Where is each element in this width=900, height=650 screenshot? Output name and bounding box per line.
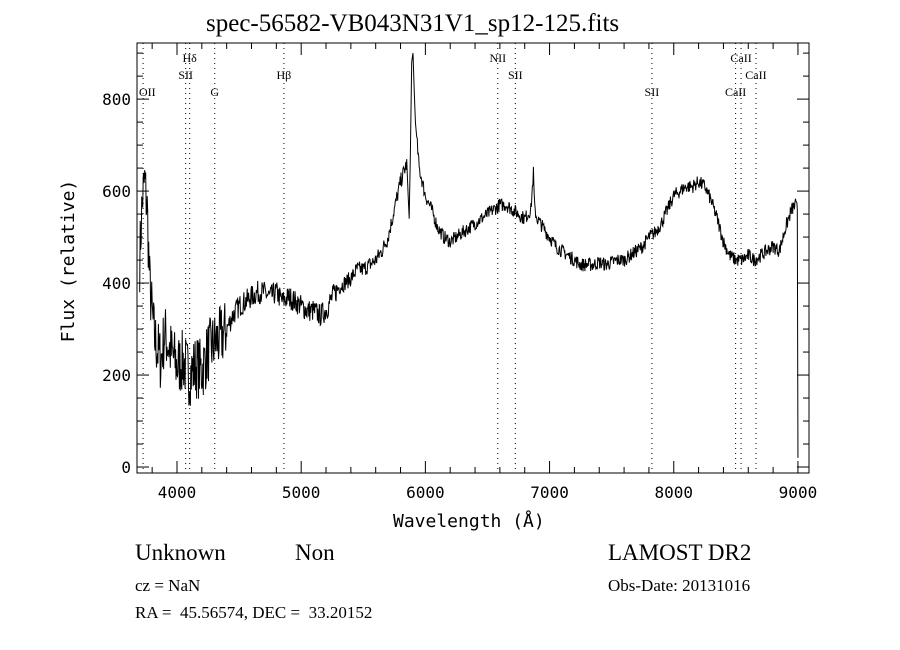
spectral-line-label: Hδ [182, 51, 197, 65]
spectral-line-label: Hβ [277, 68, 292, 82]
coordinates: RA = 45.56574, DEC = 33.20152 [135, 603, 373, 622]
spectral-line-label: NII [489, 51, 506, 65]
x-tick-label: 7000 [530, 483, 569, 502]
spectral-line-label: CaII [725, 85, 746, 99]
spectral-line-label: SII [645, 85, 660, 99]
x-tick-label: 5000 [282, 483, 321, 502]
spectral-line-label: SII [178, 68, 193, 82]
x-tick-label: 4000 [158, 483, 197, 502]
x-tick-label: 9000 [779, 483, 818, 502]
chart-title: spec-56582-VB043N31V1_sp12-125.fits [206, 10, 620, 37]
object-subclass: Non [295, 540, 335, 565]
observation-date: Obs-Date: 20131016 [608, 576, 751, 595]
spectral-line-label: SII [508, 68, 523, 82]
y-axis-label: Flux (relative) [58, 179, 79, 343]
y-tick-label: 800 [102, 90, 131, 109]
y-tick-label: 400 [102, 274, 131, 293]
survey-name: LAMOST DR2 [608, 540, 752, 565]
plot-frame [136, 42, 810, 474]
spectral-line-label: CaII [745, 68, 766, 82]
spectral-line-label: OII [139, 85, 156, 99]
y-tick-label: 200 [102, 366, 131, 385]
x-tick-label: 6000 [406, 483, 445, 502]
object-class: Unknown [135, 540, 226, 565]
spectral-line-label: G [210, 85, 219, 99]
x-tick-label: 8000 [654, 483, 693, 502]
redshift-cz: cz = NaN [135, 576, 201, 595]
spectrum-line [139, 53, 799, 458]
x-axis-label: Wavelength (Å) [393, 511, 545, 532]
y-tick-label: 600 [102, 182, 131, 201]
spectral-line-label: CaII [730, 51, 751, 65]
y-tick-label: 0 [121, 458, 131, 477]
